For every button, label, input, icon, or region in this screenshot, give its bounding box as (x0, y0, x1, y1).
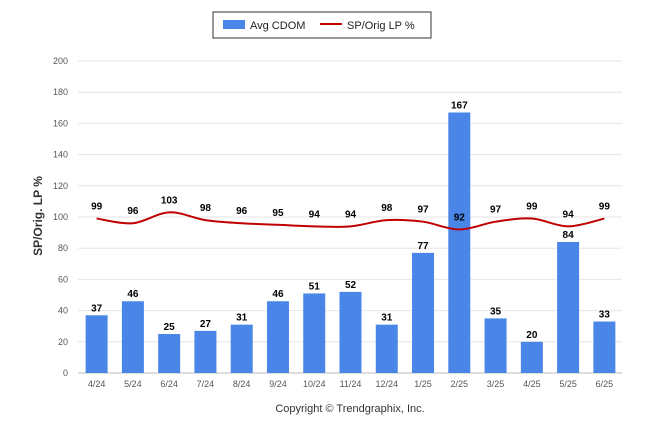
y-tick-label: 120 (53, 181, 68, 191)
bar-data-label: 25 (164, 322, 176, 333)
y-tick-label: 0 (63, 368, 68, 378)
bar-avg-cdom (303, 293, 326, 373)
bar-avg-cdom (557, 241, 580, 373)
line-data-label: 97 (417, 205, 429, 216)
line-data-label: 97 (490, 205, 502, 216)
line-data-label: 92 (454, 212, 466, 223)
bar-avg-cdom (339, 291, 362, 373)
bar-data-label: 84 (563, 230, 575, 241)
y-tick-label: 160 (53, 118, 68, 128)
bar-avg-cdom (266, 301, 289, 373)
x-tick-label: 9/24 (269, 379, 287, 389)
x-tick-label: 5/24 (124, 379, 142, 389)
x-tick-label: 4/24 (88, 379, 106, 389)
line-data-label: 94 (309, 209, 321, 220)
y-tick-label: 100 (53, 212, 68, 222)
line-data-labels: 99 96 103 98 96 95 94 94 98 97 92 97 99 94 99 (91, 195, 610, 223)
copyright: Copyright © Trendgraphix, Inc. (275, 403, 424, 415)
bar-data-labels: 37 46 25 27 31 46 51 52 31 77 167 35 20 84 33 (91, 100, 610, 340)
bar-data-label: 27 (200, 319, 212, 330)
sp-orig-lp-line (96, 211, 605, 231)
bar-data-label: 35 (490, 306, 502, 317)
bar-data-label: 46 (127, 289, 139, 300)
bar-data-label: 51 (309, 281, 321, 292)
bar-data-label: 46 (272, 289, 284, 300)
line-data-label: 94 (345, 209, 357, 220)
line-data-label: 98 (200, 203, 212, 214)
bar-avg-cdom (484, 318, 507, 373)
y-tick-label: 20 (58, 337, 68, 347)
line-data-label: 103 (161, 195, 178, 206)
line-data-label: 95 (272, 208, 284, 219)
x-tick-label: 1/25 (414, 379, 432, 389)
line-data-label: 99 (91, 202, 103, 213)
line-data-label: 98 (381, 203, 393, 214)
x-tick-label: 7/24 (197, 379, 215, 389)
y-tick-label: 40 (58, 306, 68, 316)
bar-avg-cdom (375, 324, 398, 373)
bar-data-label: 37 (91, 303, 103, 314)
line-data-label: 96 (236, 206, 248, 217)
bar-avg-cdom (230, 324, 253, 373)
x-tick-label: 5/25 (559, 379, 577, 389)
x-tick-label: 8/24 (233, 379, 251, 389)
x-tick-label: 6/24 (160, 379, 178, 389)
x-tick-labels: 4/24 5/24 6/24 7/24 8/24 9/24 10/24 11/24 12/24 1… (88, 379, 613, 389)
bar-avg-cdom (593, 321, 616, 373)
bar-avg-cdom (85, 315, 108, 373)
y-tick-label: 60 (58, 274, 68, 284)
bar-data-label: 31 (236, 313, 248, 324)
x-tick-label: 6/25 (596, 379, 614, 389)
bars (85, 112, 616, 373)
bar-avg-cdom (194, 330, 217, 373)
bar-data-label: 52 (345, 280, 357, 291)
legend: Avg CDOM SP/Orig LP % (212, 11, 432, 39)
y-tick-label: 80 (58, 243, 68, 253)
bar-data-label: 167 (451, 100, 468, 111)
line-data-label: 99 (599, 202, 611, 213)
bar-avg-cdom (520, 341, 543, 373)
x-tick-label: 12/24 (376, 379, 399, 389)
y-tick-label: 200 (53, 56, 68, 66)
legend-bar-swatch (223, 20, 245, 29)
bar-avg-cdom (448, 112, 471, 373)
legend-label-sp-orig-lp: SP/Orig LP % (347, 20, 415, 32)
x-tick-label: 11/24 (340, 379, 362, 389)
x-tick-label: 3/25 (487, 379, 505, 389)
x-tick-label: 2/25 (451, 379, 469, 389)
legend-label-avg-cdom: Avg CDOM (250, 20, 305, 32)
bar-data-label: 77 (417, 241, 429, 252)
line-data-label: 96 (127, 206, 139, 217)
bar-avg-cdom (412, 252, 435, 373)
bar-data-label: 31 (381, 313, 393, 324)
x-tick-label: 10/24 (303, 379, 326, 389)
bar-data-label: 33 (599, 310, 611, 321)
y-tick-label: 180 (53, 87, 68, 97)
y-tick-label: 140 (53, 150, 68, 160)
bar-avg-cdom (121, 301, 144, 373)
line-data-label: 94 (563, 209, 575, 220)
line-data-label: 99 (526, 202, 538, 213)
y-tick-labels: 0 20 40 60 80 100 120 140 160 180 200 (53, 56, 68, 378)
x-tick-label: 4/25 (523, 379, 541, 389)
bar-data-label: 20 (526, 330, 538, 341)
y-axis-label: SP/Orig. LP % (31, 176, 45, 256)
bar-avg-cdom (158, 334, 181, 373)
